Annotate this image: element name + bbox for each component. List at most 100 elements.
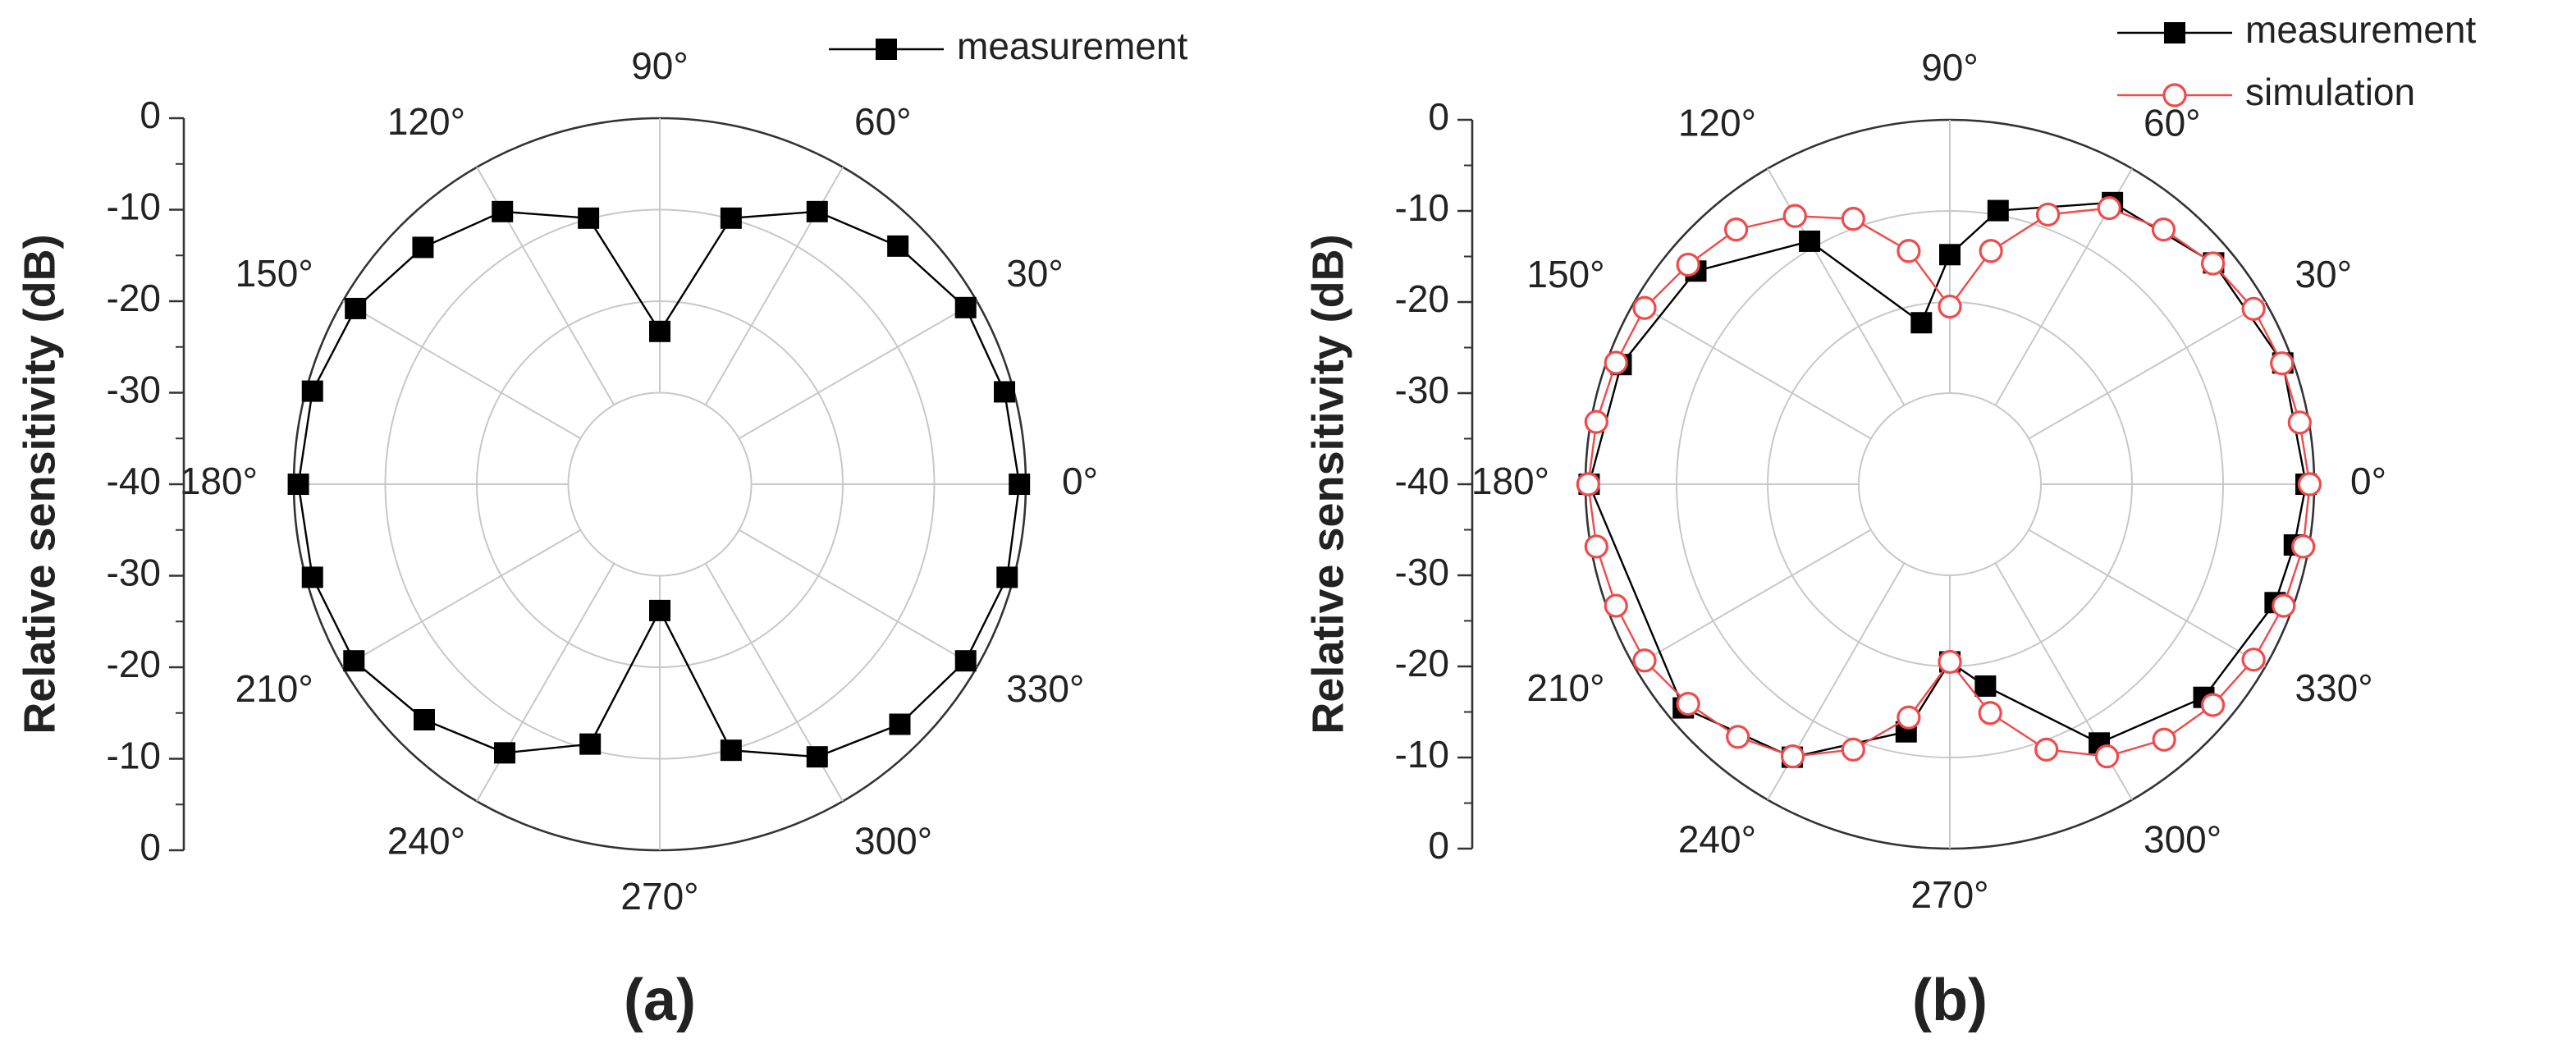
marker: [2241, 296, 2266, 321]
marker: [2270, 351, 2295, 376]
radial-tick-label: -30: [107, 368, 161, 411]
legend-marker: [876, 39, 897, 60]
marker: [1726, 725, 1750, 749]
marker: [345, 297, 367, 319]
marker: [887, 235, 909, 257]
marker: [1584, 534, 1608, 559]
radial-tick-label: 0: [1428, 824, 1449, 867]
angle-label: 150°: [236, 252, 313, 295]
marker: [1799, 230, 1821, 252]
marker: [649, 599, 670, 621]
marker: [2152, 727, 2176, 752]
marker: [1676, 691, 1700, 716]
marker: [578, 207, 600, 229]
marker: [1604, 593, 1628, 618]
marker: [301, 566, 323, 588]
angle-label: 180°: [1471, 460, 1549, 502]
marker: [2200, 693, 2226, 717]
angle-label: 60°: [854, 100, 912, 143]
angle-label: 30°: [1006, 252, 1064, 295]
y-axis-title: Relative sensitivity (dB): [1303, 234, 1352, 734]
angle-label: 210°: [1526, 666, 1604, 709]
radial-tick-label: -10: [107, 185, 161, 228]
radial-tick-label: -10: [107, 735, 161, 777]
marker: [806, 746, 828, 768]
marker: [1939, 244, 1961, 266]
legend-label: measurement: [2245, 8, 2476, 51]
marker: [494, 742, 516, 764]
marker: [2034, 737, 2059, 762]
marker: [2297, 472, 2322, 497]
marker: [1604, 350, 1628, 375]
angle-label: 90°: [1921, 46, 1979, 89]
marker: [994, 381, 1016, 403]
radial-tick-label: 0: [1428, 95, 1449, 138]
marker: [1576, 472, 1600, 497]
marker: [2094, 744, 2120, 769]
grid-spoke: [2028, 301, 2267, 440]
marker: [1841, 207, 1865, 231]
legend-label: simulation: [2245, 71, 2415, 113]
marker: [720, 739, 742, 762]
grid-spoke: [1633, 529, 1872, 667]
radial-tick-label: 0: [140, 94, 161, 136]
angle-label: 60°: [2144, 102, 2201, 144]
marker: [492, 200, 514, 222]
angle-label: 300°: [2144, 818, 2221, 861]
radial-tick-label: -30: [107, 552, 161, 594]
radial-tick-label: -40: [1395, 460, 1449, 502]
legend-label: measurement: [957, 25, 1187, 67]
radial-tick-label: 0: [140, 826, 161, 868]
angle-label: 270°: [620, 875, 698, 918]
legend-marker: [2162, 83, 2187, 108]
polar-chart: 0° 30° 60° 90° 120° 150° 180° 210° 240° 270° 300° 3…: [15, 25, 1187, 1033]
marker: [649, 320, 670, 342]
marker: [996, 566, 1018, 588]
marker: [2035, 202, 2061, 227]
panel-label: (b): [1912, 968, 1988, 1033]
marker: [2151, 217, 2176, 242]
radial-tick-label: -20: [107, 643, 161, 685]
radial-tick-label: -20: [1395, 642, 1449, 684]
grid-spoke: [342, 300, 581, 440]
radial-tick-label: -30: [1395, 551, 1449, 593]
marker: [343, 650, 365, 672]
grid-spoke: [342, 529, 581, 668]
marker: [1841, 737, 1865, 762]
marker: [1987, 199, 2009, 222]
angle-label: 120°: [387, 100, 465, 143]
marker: [1938, 294, 1962, 319]
marker: [954, 650, 977, 672]
radial-tick-label: -30: [1395, 368, 1449, 411]
angle-label: 90°: [631, 44, 689, 87]
angle-label: 0°: [1062, 460, 1098, 502]
marker: [1632, 648, 1657, 673]
marker: [287, 474, 309, 495]
grid-spoke: [1767, 167, 1906, 406]
grid-spoke: [476, 563, 615, 802]
marker: [1676, 252, 1700, 277]
radial-tick-label: -10: [1395, 733, 1449, 776]
marker: [1974, 675, 1997, 697]
angle-label: 180°: [180, 460, 258, 502]
polar-chart: 0° 30° 60° 90° 120° 150° 180° 210° 240° 270° 300° 3…: [1303, 8, 2476, 1033]
angle-label: 210°: [236, 667, 313, 710]
marker: [1782, 204, 1807, 228]
y-axis-title: Relative sensitivity (dB): [15, 234, 64, 734]
marker: [2241, 648, 2266, 672]
series-line: [1587, 207, 2311, 758]
marker: [1897, 239, 1921, 263]
radial-tick-label: -20: [1395, 277, 1449, 320]
radial-tick-label: -20: [107, 277, 161, 319]
angle-label: 0°: [2350, 460, 2386, 502]
angle-label: 300°: [854, 819, 932, 862]
marker: [1938, 649, 1962, 675]
marker: [301, 380, 323, 402]
marker: [1780, 744, 1805, 769]
marker: [579, 733, 602, 755]
marker: [889, 713, 911, 735]
marker: [412, 236, 434, 259]
marker: [2272, 593, 2296, 618]
radial-tick-label: -40: [107, 460, 161, 502]
